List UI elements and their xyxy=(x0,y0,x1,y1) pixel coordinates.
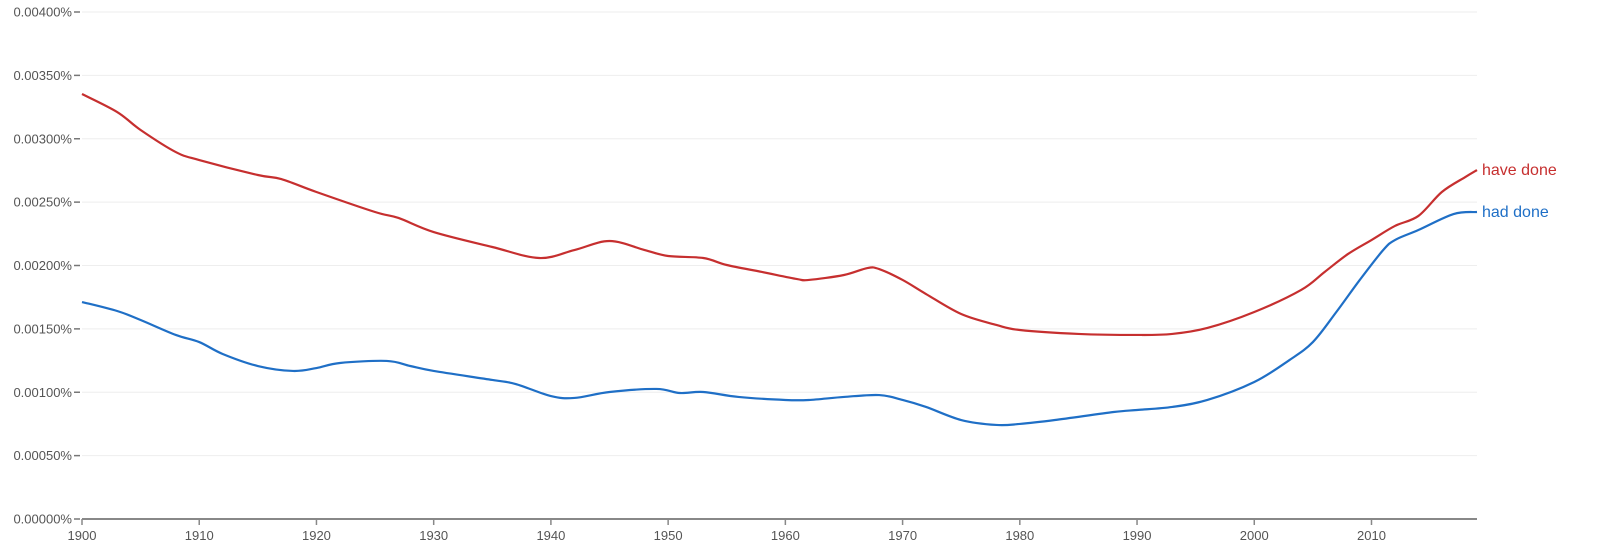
series-label-have-done: have done xyxy=(1482,162,1557,179)
series-line-have-done xyxy=(81,93,1478,337)
y-axis: 0.00000% 0.00050% 0.00100% 0.00150% 0.00200%… xyxy=(13,5,80,527)
y-tick-label: 0.00000% xyxy=(13,512,72,527)
series-label-had-done: had done xyxy=(1482,204,1549,221)
series-lines xyxy=(81,93,1478,427)
y-tick-label: 0.00150% xyxy=(13,321,72,336)
x-tick-label: 1900 xyxy=(68,528,97,543)
x-axis: 1900 1910 1920 1930 1940 1950 1960 1970 1980 1990… xyxy=(68,518,1477,543)
y-tick-label: 0.00100% xyxy=(13,385,72,400)
x-tick-label: 2010 xyxy=(1357,528,1386,543)
x-tick-label: 1930 xyxy=(419,528,448,543)
y-tick-label: 0.00250% xyxy=(13,195,72,210)
x-tick-label: 1990 xyxy=(1123,528,1152,543)
x-tick-label: 2000 xyxy=(1240,528,1269,543)
series-line-had-done xyxy=(81,210,1478,427)
x-tick-label: 1910 xyxy=(185,528,214,543)
y-tick-label: 0.00400% xyxy=(13,5,72,20)
y-tick-label: 0.00350% xyxy=(13,68,72,83)
x-tick-label: 1980 xyxy=(1005,528,1034,543)
y-tick-label: 0.00300% xyxy=(13,131,72,146)
x-tick-label: 1940 xyxy=(536,528,565,543)
series-labels: have done had done xyxy=(1482,162,1557,221)
grid-lines xyxy=(82,11,1477,457)
x-tick-label: 1970 xyxy=(888,528,917,543)
y-tick-label: 0.00200% xyxy=(13,258,72,273)
x-tick-label: 1960 xyxy=(771,528,800,543)
y-tick-label: 0.00050% xyxy=(13,448,72,463)
x-tick-label: 1920 xyxy=(302,528,331,543)
x-tick-label: 1950 xyxy=(654,528,683,543)
